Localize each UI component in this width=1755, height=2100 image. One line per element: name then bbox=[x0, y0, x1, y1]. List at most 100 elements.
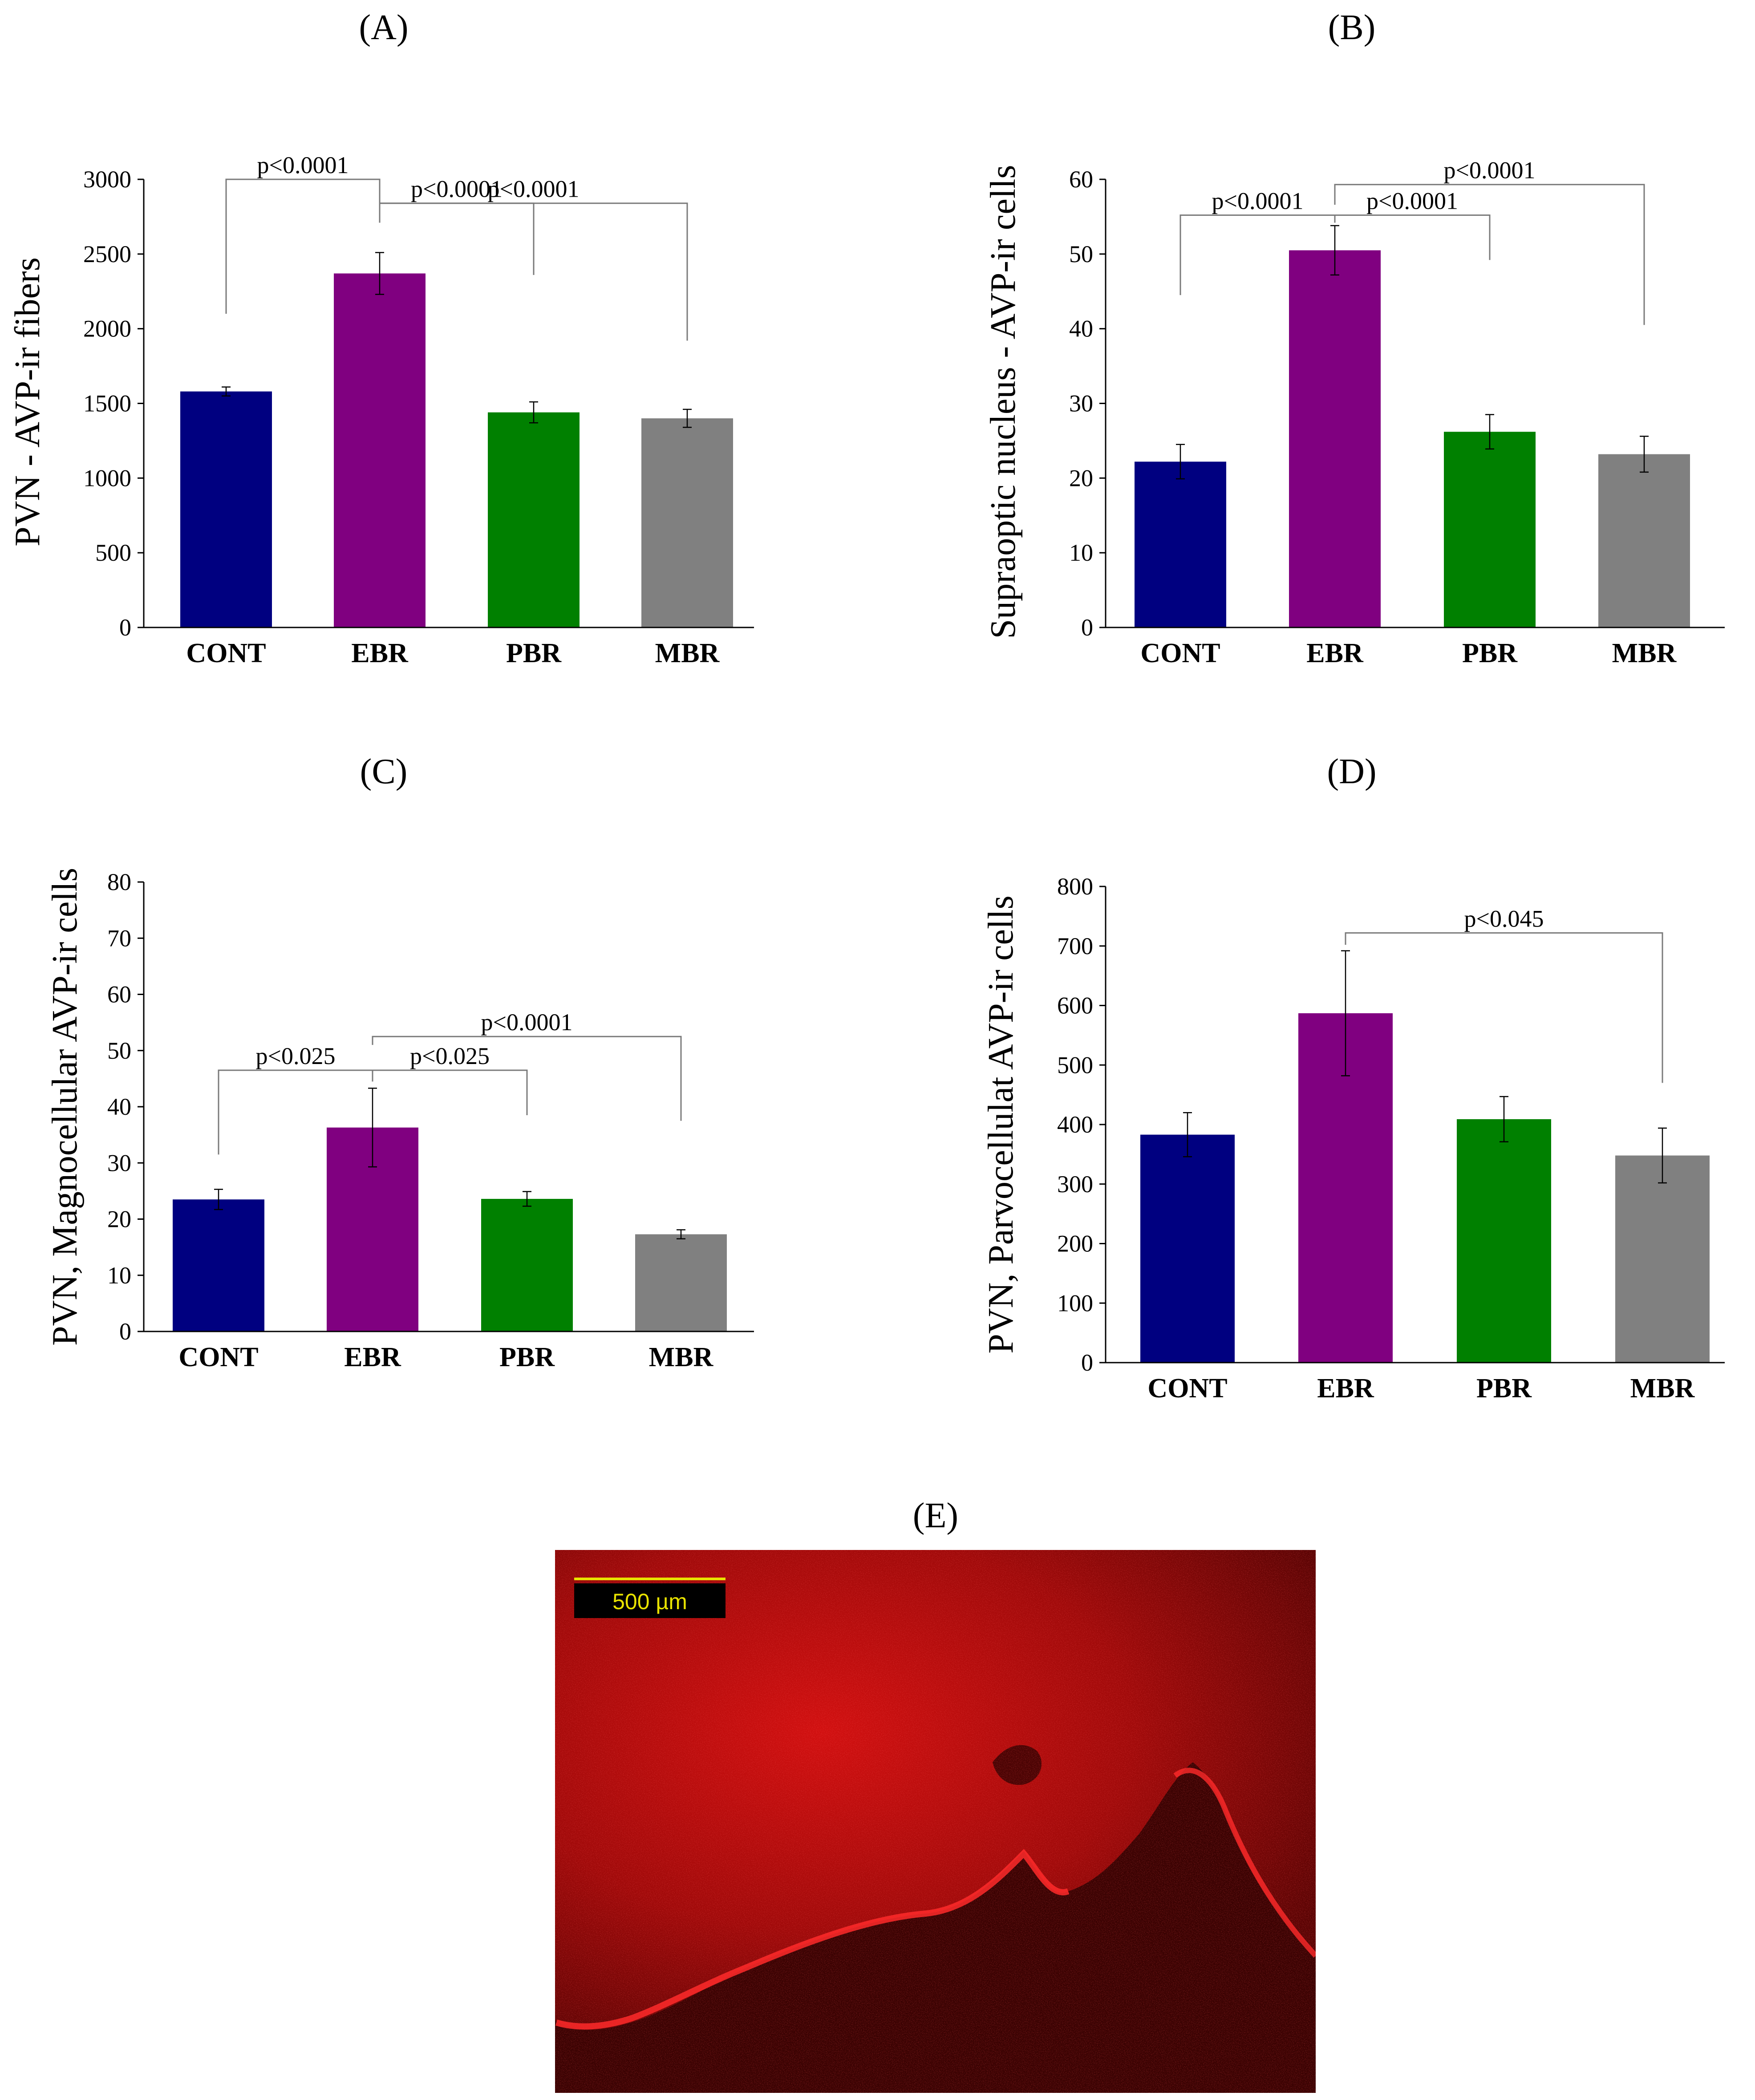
category-label-d-pbr: PBR bbox=[1476, 1373, 1532, 1404]
panel-label-e: (E) bbox=[913, 1496, 958, 1535]
y-axis-label-a: PVN - AVP-ir fibers bbox=[8, 257, 47, 546]
y-ticks-a: 0 500 1000 1500 2000 2500 3000 bbox=[83, 166, 144, 641]
y-ticks-c: 0 10 20 30 40 50 60 70 80 bbox=[107, 869, 144, 1345]
y-tick-label-d-0: 0 bbox=[1081, 1349, 1093, 1376]
y-tick-label-a-3: 1500 bbox=[83, 390, 131, 417]
y-tick-label-a-1: 500 bbox=[95, 539, 131, 566]
bar-a-cont bbox=[180, 391, 272, 627]
significance-bracket-c-2 bbox=[372, 1036, 682, 1121]
y-axis-label-c: PVN, Magnocellular AVP-ir cells bbox=[45, 868, 85, 1346]
y-tick-label-c-7: 70 bbox=[107, 925, 131, 951]
y-tick-label-c-1: 10 bbox=[107, 1262, 131, 1289]
bar-a-mbr bbox=[641, 418, 733, 627]
axes-a bbox=[143, 179, 754, 628]
significance-label-a-2: p<0.0001 bbox=[488, 176, 580, 202]
fluorescence-micrograph: 500 µm bbox=[555, 1550, 1316, 2093]
significance-bracket-b-2 bbox=[1334, 184, 1645, 325]
bars-c bbox=[173, 1127, 727, 1331]
significance-label-c-1: p<0.025 bbox=[410, 1043, 490, 1069]
bar-b-pbr bbox=[1444, 432, 1536, 627]
y-tick-label-d-7: 700 bbox=[1057, 933, 1093, 959]
chart-panel-b: (B) Supraoptic nucleus - AVP-ir cells 0 1… bbox=[984, 8, 1725, 668]
y-tick-label-b-4: 40 bbox=[1069, 316, 1093, 342]
x-categories-b: CONT EBR PBR MBR bbox=[1140, 638, 1677, 668]
significance-label-b-0: p<0.0001 bbox=[1212, 188, 1304, 214]
significance-label-c-2: p<0.0001 bbox=[481, 1009, 573, 1036]
significance-label-b-1: p<0.0001 bbox=[1366, 188, 1458, 214]
y-tick-label-c-6: 60 bbox=[107, 981, 131, 1008]
error-bar-a-pbr bbox=[529, 401, 538, 424]
y-tick-label-a-0: 0 bbox=[119, 614, 131, 641]
significance-label-b-2: p<0.0001 bbox=[1444, 157, 1536, 184]
y-tick-label-d-8: 800 bbox=[1057, 873, 1093, 900]
y-tick-label-d-1: 100 bbox=[1057, 1290, 1093, 1316]
bar-d-cont bbox=[1140, 1134, 1235, 1363]
significance-label-d-0: p<0.045 bbox=[1464, 905, 1544, 932]
category-label-d-ebr: EBR bbox=[1317, 1373, 1374, 1404]
y-tick-label-a-6: 3000 bbox=[83, 166, 131, 193]
y-axis-label-d: PVN, Parvocellulat AVP-ir cells bbox=[981, 895, 1021, 1354]
bars-d bbox=[1140, 1013, 1710, 1363]
panel-label-a: (A) bbox=[359, 8, 408, 47]
bar-c-mbr bbox=[635, 1234, 727, 1331]
bars-b bbox=[1135, 250, 1690, 627]
bar-c-pbr bbox=[481, 1199, 573, 1331]
axes-d bbox=[1105, 886, 1725, 1364]
error-bar-a-ebr bbox=[375, 252, 384, 295]
significance-brackets-d: p<0.045 bbox=[1345, 905, 1663, 1083]
significance-label-c-0: p<0.025 bbox=[256, 1043, 336, 1069]
significance-brackets-c: p<0.025 p<0.025 p<0.0001 bbox=[218, 1009, 682, 1155]
y-tick-label-a-4: 2000 bbox=[83, 316, 131, 342]
y-ticks-d: 0 100 200 300 400 500 600 700 800 bbox=[1057, 873, 1106, 1376]
error-bar-c-pbr bbox=[523, 1191, 531, 1207]
error-bar-d-mbr bbox=[1658, 1127, 1667, 1184]
y-tick-label-b-1: 10 bbox=[1069, 539, 1093, 566]
bar-a-pbr bbox=[488, 412, 580, 627]
axes-c bbox=[143, 882, 754, 1332]
x-categories-a: CONT EBR PBR MBR bbox=[186, 638, 720, 668]
bar-d-pbr bbox=[1457, 1119, 1551, 1363]
y-tick-label-c-4: 40 bbox=[107, 1093, 131, 1120]
bar-b-cont bbox=[1135, 461, 1226, 627]
category-label-c-cont: CONT bbox=[178, 1342, 258, 1372]
error-bar-c-mbr bbox=[677, 1229, 685, 1239]
x-categories-d: CONT EBR PBR MBR bbox=[1147, 1373, 1695, 1404]
error-bar-a-cont bbox=[222, 386, 231, 397]
micrograph-panel-e: (E) 500 µm bbox=[555, 1496, 1316, 2093]
x-categories-c: CONT EBR PBR MBR bbox=[178, 1342, 713, 1372]
error-bars-a bbox=[222, 252, 692, 428]
y-tick-label-b-3: 30 bbox=[1069, 390, 1093, 417]
category-label-a-ebr: EBR bbox=[351, 638, 409, 668]
category-label-a-pbr: PBR bbox=[506, 638, 562, 668]
significance-bracket-b-1 bbox=[1334, 214, 1491, 260]
category-label-a-cont: CONT bbox=[186, 638, 266, 668]
bar-b-ebr bbox=[1289, 250, 1381, 627]
error-bar-d-ebr bbox=[1341, 950, 1350, 1076]
y-tick-label-c-3: 30 bbox=[107, 1149, 131, 1176]
bright-edge-band bbox=[555, 1849, 1070, 2030]
scale-bar-label: 500 µm bbox=[612, 1589, 687, 1614]
y-tick-label-a-2: 1000 bbox=[83, 465, 131, 491]
panel-label-c: (C) bbox=[360, 752, 408, 791]
category-label-a-mbr: MBR bbox=[655, 638, 720, 668]
category-label-c-pbr: PBR bbox=[499, 1342, 555, 1372]
significance-bracket-a-0 bbox=[225, 178, 381, 314]
error-bars-b bbox=[1176, 225, 1649, 480]
significance-brackets-b: p<0.0001 p<0.0001 p<0.0001 bbox=[1179, 157, 1645, 325]
y-ticks-b: 0 10 20 30 40 50 60 bbox=[1069, 166, 1106, 641]
y-tick-label-d-6: 600 bbox=[1057, 992, 1093, 1019]
significance-label-a-0: p<0.0001 bbox=[257, 152, 349, 178]
error-bar-b-ebr bbox=[1330, 225, 1339, 276]
error-bar-b-mbr bbox=[1640, 436, 1649, 473]
significance-label-a-1: p<0.0001 bbox=[411, 176, 503, 202]
chart-panel-c: (C) PVN, Magnocellular AVP-ir cells 0 10 2… bbox=[45, 752, 754, 1372]
category-label-b-mbr: MBR bbox=[1612, 638, 1677, 668]
error-bar-d-pbr bbox=[1500, 1096, 1508, 1143]
error-bar-d-cont bbox=[1183, 1112, 1192, 1157]
category-label-b-cont: CONT bbox=[1140, 638, 1220, 668]
bright-edge-band-right bbox=[1173, 1768, 1316, 1958]
category-label-b-ebr: EBR bbox=[1306, 638, 1364, 668]
y-tick-label-c-2: 20 bbox=[107, 1206, 131, 1233]
